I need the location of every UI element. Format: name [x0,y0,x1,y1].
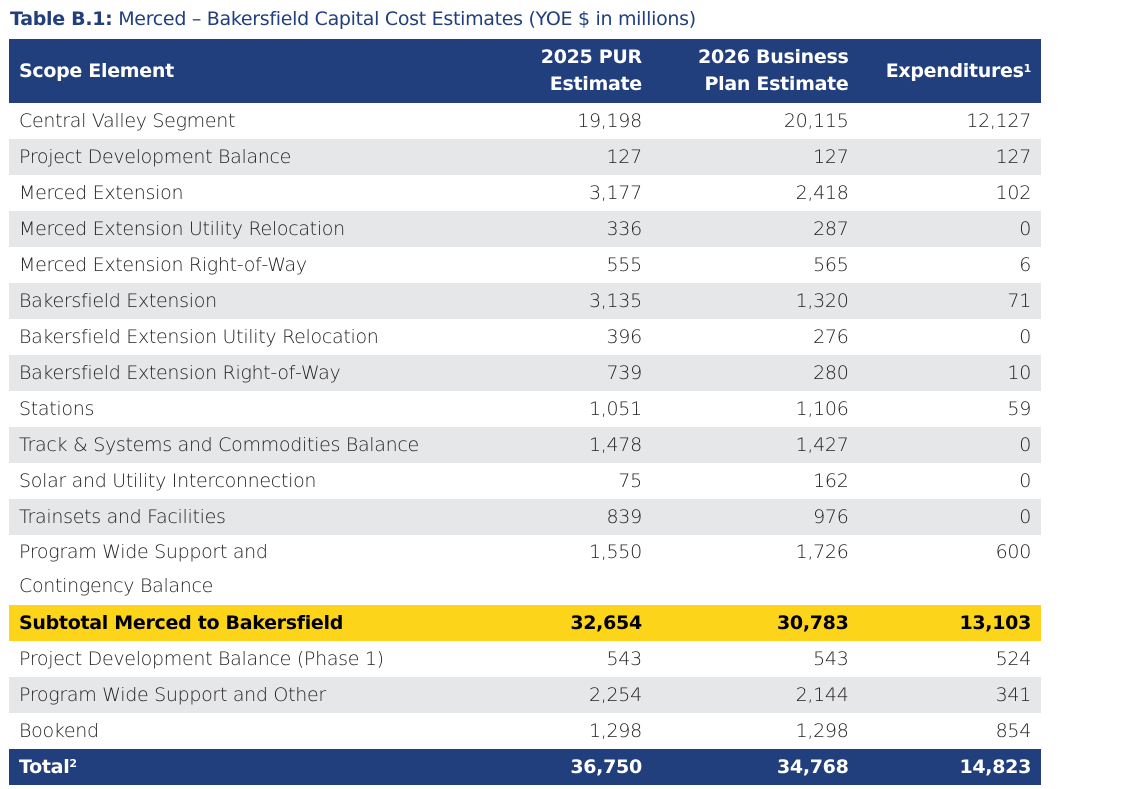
business-plan-cell: 276 [813,326,849,348]
pur-estimate-cell: 1,051 [588,398,642,420]
table-caption: Merced – Bakersfield Capital Cost Estima… [112,8,696,30]
expenditures-cell: 0 [858,499,1041,535]
business-plan-cell: 127 [651,139,859,175]
scope-element-cell: Project Development Balance (Phase 1) [19,648,384,670]
scope-element-cell: Trainsets and Facilities [9,499,522,535]
expenditures-cell: 102 [995,182,1032,204]
table-row: Merced Extension Right-of-Way 555 565 6 [9,247,1041,283]
scope-element-cell: Bakersfield Extension Utility Relocation [19,326,379,348]
table-row: Bakersfield Extension 3,135 1,320 71 [9,283,1041,319]
table-title: Table B.1: Merced – Bakersfield Capital … [10,8,696,30]
header-scope: Scope Element [9,39,522,103]
scope-element-cell: Track & Systems and Commodities Balance [9,427,522,463]
scope-element-cell: Stations [19,398,95,420]
scope-element-cell: Merced Extension Right-of-Way [19,254,307,276]
table-row: Solar and Utility Interconnection 75 162… [9,463,1041,499]
header-expenditures: Expenditures1 [858,39,1041,103]
scope-element-cell: Merced Extension Utility Relocation [9,211,522,247]
table-row: Subtotal Merced to Bakersfield 32,654 30… [9,605,1041,641]
pur-estimate-cell: 1,298 [588,720,642,742]
expenditures-cell: 0 [1019,470,1031,492]
business-plan-cell: 1,427 [651,427,859,463]
table-row: Track & Systems and Commodities Balance … [9,427,1041,463]
capital-cost-table: Scope Element 2025 PUR Estimate 2026 Busi… [9,39,1041,785]
pur-estimate-cell: 19,198 [577,110,642,132]
table-row: Stations 1,051 1,106 59 [9,391,1041,427]
expenditures-cell: 524 [995,648,1032,670]
scope-element-cell: Total2 [9,749,522,785]
table-row: Program Wide Support and Contingency Bala… [9,535,1041,605]
business-plan-cell: 162 [813,470,849,492]
business-plan-cell: 287 [651,211,859,247]
pur-estimate-cell: 3,135 [521,283,652,319]
table-row: Total2 36,750 34,768 14,823 [9,749,1041,785]
expenditures-cell: 127 [858,139,1041,175]
pur-estimate-cell: 336 [521,211,652,247]
expenditures-cell: 0 [1019,326,1031,348]
table-row: Project Development Balance 127 127 127 [9,139,1041,175]
table-row: Merced Extension Utility Relocation 336 … [9,211,1041,247]
business-plan-cell: 1,298 [795,720,849,742]
business-plan-cell: 565 [813,254,849,276]
table-row: Bookend 1,298 1,298 854 [9,713,1041,749]
expenditures-cell: 600 [995,541,1032,563]
scope-element-cell: Bakersfield Extension Right-of-Way [9,355,522,391]
pur-estimate-cell: 1,478 [521,427,652,463]
scope-element-cell: Solar and Utility Interconnection [19,470,317,492]
expenditures-cell: 341 [858,677,1041,713]
business-plan-cell: 1,106 [795,398,849,420]
business-plan-cell: 543 [813,648,849,670]
pur-estimate-cell: 543 [606,648,643,670]
pur-estimate-cell: 839 [521,499,652,535]
expenditures-cell: 10 [858,355,1041,391]
table-row: Program Wide Support and Other 2,254 2,1… [9,677,1041,713]
expenditures-cell: 854 [995,720,1032,742]
expenditures-cell: 0 [858,427,1041,463]
table-number: Table B.1: [10,8,113,30]
business-plan-cell: 280 [651,355,859,391]
pur-estimate-cell: 127 [521,139,652,175]
scope-element-cell: Program Wide Support and Other [9,677,522,713]
table-row: Merced Extension 3,177 2,418 102 [9,175,1041,211]
business-plan-cell: 1,320 [651,283,859,319]
pur-estimate-cell: 32,654 [521,605,652,641]
scope-element-cell: Merced Extension [19,182,184,204]
table-row: Bakersfield Extension Right-of-Way 739 2… [9,355,1041,391]
business-plan-cell: 976 [651,499,859,535]
pur-estimate-cell: 396 [606,326,643,348]
business-plan-cell: 30,783 [651,605,859,641]
pur-estimate-cell: 555 [606,254,643,276]
expenditures-cell: 71 [858,283,1041,319]
business-plan-cell: 1,726 [795,541,849,563]
business-plan-cell: 20,115 [783,110,849,132]
pur-estimate-cell: 75 [618,470,642,492]
business-plan-cell: 2,144 [651,677,859,713]
pur-estimate-cell: 3,177 [588,182,642,204]
scope-element-cell: Bakersfield Extension [9,283,522,319]
table-row: Bakersfield Extension Utility Relocation… [9,319,1041,355]
header-pur: 2025 PUR Estimate [521,39,652,103]
table-row: Central Valley Segment 19,198 20,115 12,… [9,103,1041,139]
pur-estimate-cell: 739 [521,355,652,391]
expenditures-cell: 12,127 [966,110,1031,132]
expenditures-cell: 14,823 [858,749,1041,785]
scope-element-cell: Subtotal Merced to Bakersfield [9,605,522,641]
pur-estimate-cell: 2,254 [521,677,652,713]
business-plan-cell: 2,418 [795,182,849,204]
pur-estimate-cell: 1,550 [588,541,642,563]
expenditures-cell: 6 [1019,254,1031,276]
table-row: Project Development Balance (Phase 1) 54… [9,641,1041,677]
table-row: Trainsets and Facilities 839 976 0 [9,499,1041,535]
scope-element-cell: Central Valley Segment [19,110,236,132]
expenditures-cell: 59 [1007,398,1031,420]
scope-element-cell: Project Development Balance [9,139,522,175]
scope-element-cell: Program Wide Support and Contingency Bala… [19,541,268,597]
expenditures-cell: 0 [858,211,1041,247]
expenditures-cell: 13,103 [858,605,1041,641]
pur-estimate-cell: 36,750 [521,749,652,785]
scope-element-cell: Bookend [19,720,99,742]
header-row: Scope Element 2025 PUR Estimate 2026 Busi… [9,39,1041,103]
business-plan-cell: 34,768 [651,749,859,785]
header-business-plan: 2026 Business Plan Estimate [651,39,859,103]
